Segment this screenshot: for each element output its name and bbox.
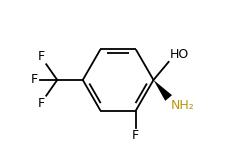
Text: F: F [38,50,45,63]
Text: F: F [132,129,139,142]
Text: F: F [38,97,45,110]
Text: HO: HO [170,48,189,61]
Text: NH₂: NH₂ [170,99,194,112]
Text: F: F [31,73,38,86]
Polygon shape [154,80,172,101]
